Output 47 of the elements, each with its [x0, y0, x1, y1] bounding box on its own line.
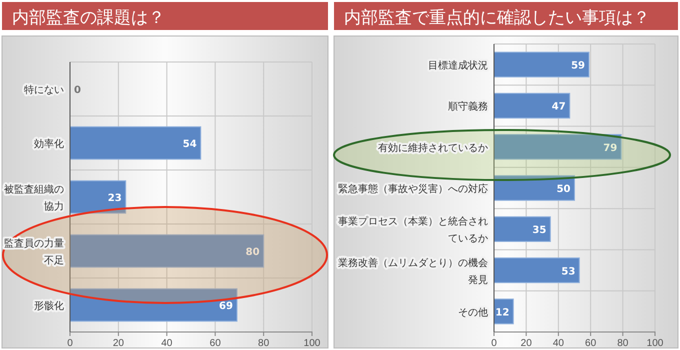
data-label: 79 [603, 142, 618, 154]
y-tick-label: 効率化 [34, 138, 64, 150]
bar [70, 234, 264, 268]
bar [494, 175, 575, 201]
y-tick-label: 被監査組織の協力 [4, 184, 64, 212]
y-tick-label: 目標達成状況 [428, 60, 488, 72]
data-label: 12 [495, 307, 510, 318]
y-tick-label: 業務改善（ムリムダとり）の機会発見 [338, 256, 488, 286]
data-label: 0 [74, 85, 81, 96]
chart-title: 内部監査で重点的に確認したい事項は？ [344, 8, 650, 28]
x-tick-label: 80 [617, 338, 629, 350]
bar [70, 126, 202, 160]
bar [494, 92, 570, 119]
x-tick-label: 100 [304, 338, 321, 350]
x-tick-label: 60 [585, 338, 597, 350]
data-label: 50 [556, 184, 571, 195]
y-tick-label: 事業プロセス（本業）と統合されているか [338, 216, 488, 245]
data-label: 69 [219, 301, 234, 312]
y-tick-label: 有効に維持されているか [378, 142, 488, 154]
bar [70, 288, 238, 322]
x-tick-label: 100 [646, 338, 664, 350]
y-tick-label: 形骸化 [34, 300, 64, 312]
data-label: 35 [532, 225, 546, 236]
x-tick-label: 80 [258, 338, 270, 350]
bar [494, 134, 622, 160]
y-tick-label: 順守義務 [448, 100, 488, 113]
chart-title: 内部監査の課題は？ [12, 8, 165, 28]
x-tick-label: 40 [161, 338, 173, 350]
x-tick-label: 0 [67, 338, 74, 350]
bar [70, 180, 126, 214]
x-tick-label: 40 [552, 338, 564, 350]
bar [494, 52, 590, 78]
y-tick-label: その他 [458, 306, 488, 318]
x-tick-label: 60 [210, 338, 222, 350]
bar [494, 216, 551, 242]
y-tick-label: 緊急事態（事故や災害）への対応 [338, 183, 488, 195]
data-label: 23 [108, 193, 122, 204]
data-label: 80 [246, 247, 260, 258]
data-label: 59 [571, 60, 586, 72]
x-tick-label: 20 [112, 338, 124, 350]
data-label: 47 [552, 102, 566, 113]
data-label: 54 [182, 139, 197, 150]
bar [494, 257, 580, 284]
data-label: 53 [561, 266, 576, 278]
x-tick-label: 20 [520, 338, 532, 350]
y-tick-label: 特にない [24, 84, 64, 96]
x-tick-label: 0 [491, 338, 498, 350]
